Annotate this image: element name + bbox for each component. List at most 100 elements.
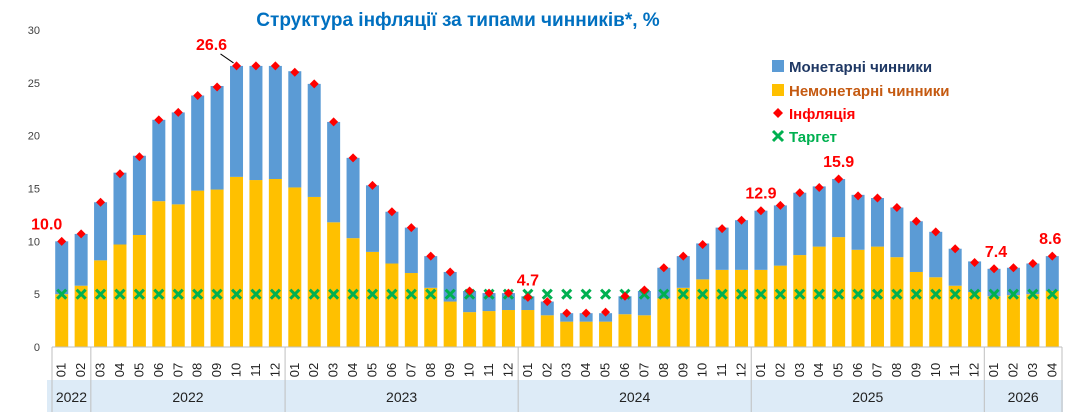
target-marker [1046, 288, 1058, 300]
month-label: 04 [1044, 363, 1059, 377]
bar-nonmonetary [929, 277, 943, 347]
bar-monetary [443, 271, 457, 302]
bar-monetary [210, 86, 224, 190]
inflation-marker [251, 61, 261, 71]
bar-nonmonetary [463, 312, 477, 347]
bar-nonmonetary [191, 190, 205, 347]
target-markers [56, 288, 1058, 300]
inflation-marker [348, 153, 358, 163]
month-label: 11 [248, 363, 263, 377]
bar-monetary [1006, 267, 1020, 296]
inflation-marker [232, 61, 242, 71]
inflation-marker [950, 244, 960, 254]
bar-monetary [268, 65, 282, 179]
bar-nonmonetary [560, 321, 574, 347]
inflation-marker [465, 286, 475, 296]
inflation-markers [57, 61, 1057, 318]
inflation-marker [96, 197, 106, 207]
month-label: 11 [481, 363, 496, 377]
target-marker [56, 288, 68, 300]
month-label: 12 [734, 363, 749, 377]
inflation-marker [814, 182, 824, 192]
y-tick-label: 30 [28, 25, 40, 37]
legend-monetary-label: Монетарні чинники [789, 59, 932, 76]
bar-monetary [929, 231, 943, 278]
legend: Монетарні чинники Немонетарні чинники Ін… [771, 59, 950, 146]
target-marker [891, 288, 903, 300]
month-label: 03 [559, 363, 574, 377]
bar-monetary [230, 65, 244, 177]
legend-nonmonetary-swatch [772, 84, 784, 96]
bar-nonmonetary [812, 246, 826, 347]
inflation-marker [678, 251, 688, 261]
data-label: 10.0 [31, 216, 62, 233]
target-marker [697, 288, 709, 300]
inflation-marker [309, 79, 319, 89]
bar-nonmonetary [1026, 294, 1040, 347]
month-label: 04 [345, 363, 360, 377]
inflation-marker [542, 297, 552, 307]
bar-nonmonetary [948, 285, 962, 347]
bar-monetary [870, 198, 884, 247]
bar-nonmonetary [968, 292, 982, 347]
bar-monetary [307, 83, 321, 197]
month-label: 02 [306, 363, 321, 377]
inflation-marker [989, 264, 999, 274]
bar-nonmonetary [55, 294, 69, 347]
year-label: 2025 [852, 389, 883, 405]
month-label: 02 [73, 363, 88, 377]
bar-nonmonetary [385, 263, 399, 347]
inflation-marker [1047, 251, 1057, 261]
inflation-marker [367, 180, 377, 190]
bar-nonmonetary [870, 246, 884, 347]
bar-nonmonetary [501, 310, 515, 347]
target-marker [308, 288, 320, 300]
bar-monetary [521, 296, 535, 311]
target-marker [677, 288, 689, 300]
bar-nonmonetary [404, 273, 418, 347]
month-label: 10 [229, 363, 244, 377]
target-marker [269, 288, 281, 300]
month-label: 05 [831, 363, 846, 377]
inflation-marker [387, 207, 397, 217]
bar-monetary [948, 248, 962, 286]
inflation-marker [698, 240, 708, 250]
data-label: 12.9 [745, 186, 776, 203]
inflation-marker [134, 152, 144, 162]
bar-monetary [773, 205, 787, 266]
month-label: 08 [190, 363, 205, 377]
data-labels: 10.0 26.6 4.7 12.9 15.9 7.4 8.6 [31, 37, 1061, 289]
target-marker [425, 288, 437, 300]
target-marker [94, 288, 107, 300]
bar-nonmonetary [230, 176, 244, 347]
bar-nonmonetary [171, 204, 185, 347]
bar-nonmonetary [735, 269, 749, 347]
month-label: 01 [520, 363, 535, 377]
month-label: 12 [500, 363, 515, 377]
bar-monetary [249, 65, 263, 181]
month-label: 01 [753, 363, 768, 377]
y-tick-label: 5 [34, 289, 40, 301]
month-label: 07 [636, 363, 651, 377]
inflation-marker [970, 257, 980, 267]
inflation-marker [76, 229, 86, 239]
target-marker [871, 288, 884, 300]
y-tick-label: 25 [28, 78, 40, 90]
target-marker [1027, 288, 1039, 300]
legend-target-marker [771, 129, 785, 143]
bar-nonmonetary [696, 279, 710, 347]
target-marker [211, 288, 223, 300]
inflation-marker [154, 115, 164, 125]
target-marker [852, 288, 864, 300]
target-marker [735, 288, 748, 300]
inflation-marker [581, 308, 591, 318]
bar-nonmonetary [793, 255, 807, 347]
label-leader-line [220, 53, 234, 64]
target-marker [774, 288, 786, 300]
bar-monetary [191, 95, 205, 191]
bar-monetary [812, 186, 826, 247]
bar-nonmonetary [424, 287, 438, 347]
target-marker [755, 288, 767, 300]
target-marker [250, 288, 262, 300]
month-label: 10 [462, 363, 477, 377]
